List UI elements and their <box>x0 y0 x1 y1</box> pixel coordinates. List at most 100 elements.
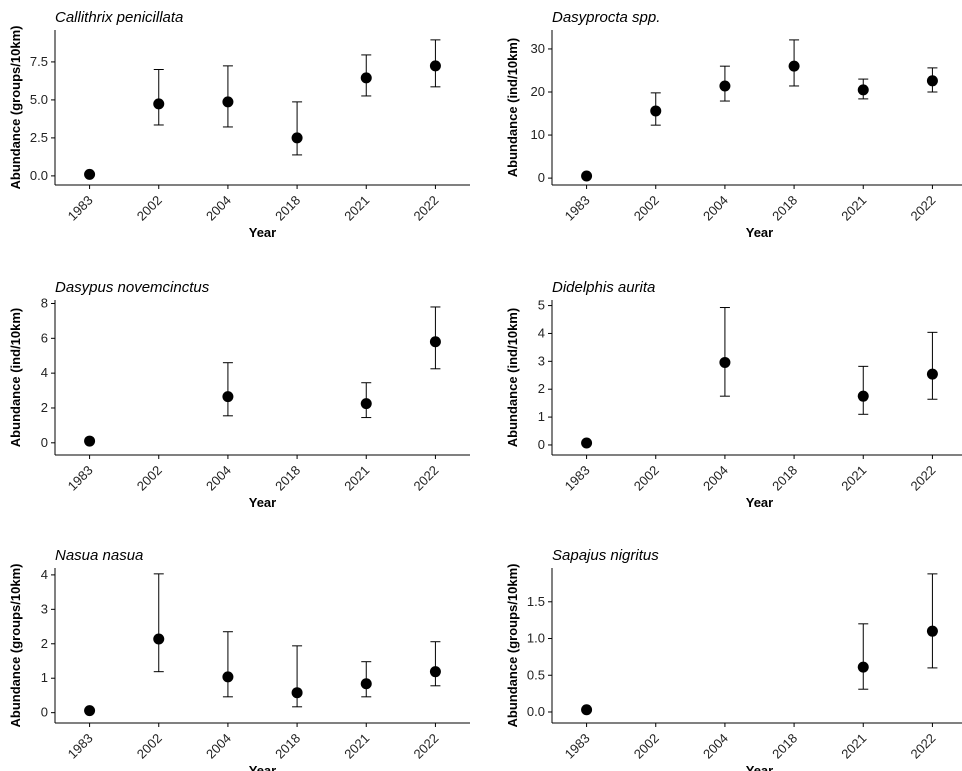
y-tick-label: 2.5 <box>30 130 48 145</box>
x-tick-label: 1983 <box>65 193 96 224</box>
panel-title: Sapajus nigritus <box>552 547 659 564</box>
x-tick-label: 2021 <box>341 731 372 762</box>
y-tick-label: 0 <box>538 437 545 452</box>
x-tick-label: 1983 <box>562 463 593 494</box>
point <box>222 671 233 682</box>
panel-title: Dasypus novemcinctus <box>55 279 210 296</box>
x-tick-label: 2018 <box>272 193 303 224</box>
x-tick-label: 1983 <box>65 731 96 762</box>
x-tick-label: 2022 <box>907 463 938 494</box>
x-axis-label: Year <box>249 495 276 510</box>
y-tick-label: 20 <box>531 84 545 99</box>
point <box>361 72 372 83</box>
x-tick-label: 2004 <box>203 193 234 224</box>
y-tick-label: 0.0 <box>30 168 48 183</box>
y-tick-label: 5 <box>538 298 545 313</box>
y-axis-label: Abundance (groups/10km) <box>505 564 520 728</box>
x-tick-label: 2021 <box>838 193 869 224</box>
y-axis-label: Abundance (ind/10km) <box>505 38 520 177</box>
x-tick-label: 2022 <box>410 731 441 762</box>
point <box>361 678 372 689</box>
point <box>222 391 233 402</box>
y-tick-label: 2 <box>41 636 48 651</box>
point <box>789 61 800 72</box>
point <box>858 662 869 673</box>
y-tick-label: 2 <box>538 381 545 396</box>
y-tick-label: 8 <box>41 295 48 310</box>
panel-title: Callithrix penicillata <box>55 9 183 26</box>
point <box>858 391 869 402</box>
x-tick-label: 2018 <box>769 193 800 224</box>
x-axis-label: Year <box>746 495 773 510</box>
y-tick-label: 1.0 <box>527 631 545 646</box>
x-tick-label: 2018 <box>272 463 303 494</box>
x-tick-label: 2021 <box>341 463 372 494</box>
y-tick-label: 7.5 <box>30 54 48 69</box>
x-axis-label: Year <box>746 225 773 240</box>
x-axis-label: Year <box>249 225 276 240</box>
point <box>222 96 233 107</box>
y-tick-label: 2 <box>41 400 48 415</box>
point <box>361 398 372 409</box>
point <box>430 336 441 347</box>
point <box>927 369 938 380</box>
y-tick-label: 3 <box>41 601 48 616</box>
y-tick-label: 6 <box>41 330 48 345</box>
x-tick-label: 2002 <box>134 193 165 224</box>
y-axis-label: Abundance (ind/10km) <box>8 308 23 447</box>
point <box>153 633 164 644</box>
x-tick-label: 2004 <box>700 463 731 494</box>
y-tick-label: 0 <box>41 435 48 450</box>
x-tick-label: 2004 <box>203 463 234 494</box>
x-tick-label: 2002 <box>631 463 662 494</box>
y-tick-label: 4 <box>538 325 545 340</box>
point <box>719 357 730 368</box>
point <box>581 170 592 181</box>
y-tick-label: 4 <box>41 567 48 582</box>
point <box>430 666 441 677</box>
point <box>84 169 95 180</box>
point <box>719 80 730 91</box>
y-tick-label: 3 <box>538 353 545 368</box>
y-tick-label: 1 <box>538 409 545 424</box>
panel-title: Didelphis aurita <box>552 279 655 296</box>
point <box>292 132 303 143</box>
x-tick-label: 2002 <box>631 193 662 224</box>
y-tick-label: 0 <box>41 705 48 720</box>
point <box>153 98 164 109</box>
figure: Callithrix penicillata0.02.55.07.5Abunda… <box>0 0 962 771</box>
y-tick-label: 30 <box>531 41 545 56</box>
point <box>84 705 95 716</box>
y-tick-label: 0.0 <box>527 704 545 719</box>
x-tick-label: 2021 <box>838 731 869 762</box>
y-tick-label: 1 <box>41 670 48 685</box>
y-tick-label: 1.5 <box>527 594 545 609</box>
x-tick-label: 2018 <box>769 731 800 762</box>
point <box>292 687 303 698</box>
x-tick-label: 1983 <box>562 731 593 762</box>
x-tick-label: 2018 <box>272 731 303 762</box>
y-axis-label: Abundance (groups/10km) <box>8 564 23 728</box>
x-tick-label: 2022 <box>410 193 441 224</box>
y-tick-label: 4 <box>41 365 48 380</box>
y-tick-label: 10 <box>531 127 545 142</box>
x-tick-label: 2002 <box>134 463 165 494</box>
x-tick-label: 2021 <box>341 193 372 224</box>
x-tick-label: 2004 <box>203 731 234 762</box>
x-tick-label: 2004 <box>700 731 731 762</box>
x-axis-label: Year <box>746 763 773 771</box>
x-axis-label: Year <box>249 763 276 771</box>
y-tick-label: 0 <box>538 170 545 185</box>
point <box>581 438 592 449</box>
point <box>927 626 938 637</box>
point <box>84 436 95 447</box>
x-tick-label: 2021 <box>838 463 869 494</box>
x-tick-label: 2022 <box>410 463 441 494</box>
x-tick-label: 2002 <box>134 731 165 762</box>
panel-title: Dasyprocta spp. <box>552 9 660 26</box>
point <box>927 75 938 86</box>
x-tick-label: 1983 <box>65 463 96 494</box>
point <box>650 105 661 116</box>
x-tick-label: 2004 <box>700 193 731 224</box>
x-tick-label: 2022 <box>907 193 938 224</box>
